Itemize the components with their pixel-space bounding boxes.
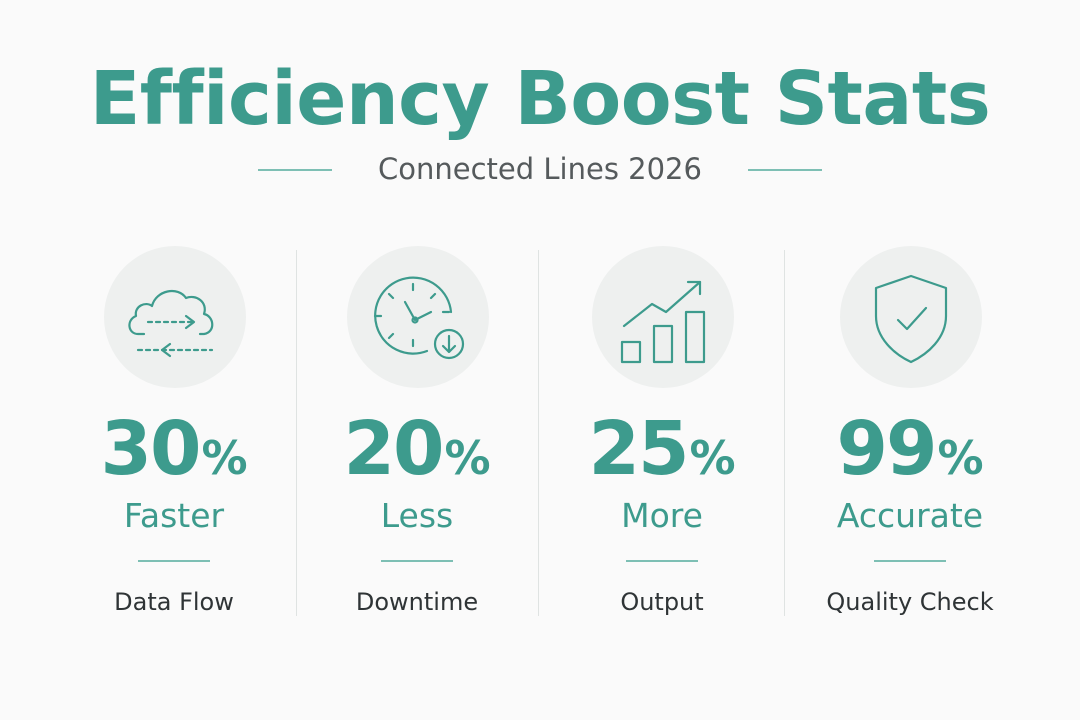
column-divider [296, 250, 297, 616]
stat-value: 25% [588, 406, 736, 492]
stat-caption: Downtime [355, 588, 479, 616]
page-title: Efficiency Boost Stats [89, 56, 991, 142]
stat-caption: Data Flow [114, 588, 234, 616]
column-divider [784, 250, 785, 616]
clock-download-icon [347, 246, 489, 388]
stat-caption: Output [620, 588, 704, 616]
stat-rule [138, 560, 210, 562]
stat-rule [381, 560, 453, 562]
stat-card-quality-check: 99% Accurate Quality Check [790, 240, 1030, 620]
growth-chart-icon [592, 246, 734, 388]
subtitle-row: Connected Lines 2026 [0, 148, 1080, 192]
subtitle-rule-right [748, 169, 822, 171]
stat-value: 99% [836, 406, 984, 492]
stat-rule [874, 560, 946, 562]
stat-card-downtime: 20% Less Downtime [297, 240, 537, 620]
stat-rule [626, 560, 698, 562]
stat-label: Accurate [836, 496, 984, 535]
stat-card-output: 25% More Output [542, 240, 782, 620]
cloud-sync-icon [104, 246, 246, 388]
stat-caption: Quality Check [826, 588, 994, 616]
shield-check-icon [840, 246, 982, 388]
stat-card-data-flow: 30% Faster Data Flow [54, 240, 294, 620]
subtitle-rule-left [258, 169, 332, 171]
stat-label: Less [380, 496, 454, 535]
column-divider [538, 250, 539, 616]
stat-value: 30% [100, 406, 248, 492]
stat-label: Faster [123, 496, 225, 535]
stat-value: 20% [343, 406, 491, 492]
page-subtitle: Connected Lines 2026 [378, 152, 702, 186]
stat-label: More [621, 496, 703, 535]
